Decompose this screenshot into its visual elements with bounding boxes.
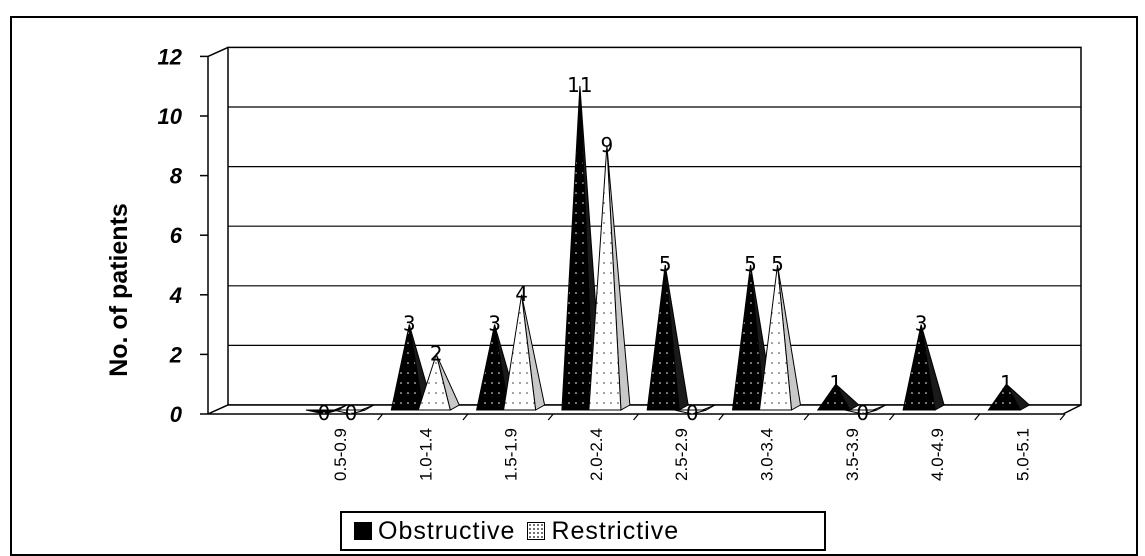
bar-obstructive xyxy=(646,264,689,411)
data-label: 11 xyxy=(567,73,592,97)
data-label: 4 xyxy=(515,282,528,306)
data-label: 5 xyxy=(659,252,672,276)
x-tick-label: 1.5-1.9 xyxy=(502,428,521,481)
x-tick-label: 5.0-5.1 xyxy=(1013,428,1032,481)
x-tick xyxy=(462,413,469,421)
legend-swatch-restrictive xyxy=(527,522,546,540)
bar-obstructive xyxy=(902,324,945,411)
x-tick-label: 3.0-3.4 xyxy=(758,428,777,481)
legend-swatch-obstructive xyxy=(354,522,372,540)
data-label: 2 xyxy=(430,341,443,365)
wall-edge-top xyxy=(207,46,229,58)
y-tick-label: 8 xyxy=(170,164,183,189)
bar-restrictive xyxy=(674,404,716,415)
data-label: 5 xyxy=(744,252,757,276)
data-label: 1 xyxy=(1000,371,1013,395)
data-label: 3 xyxy=(915,312,928,336)
data-label: 5 xyxy=(771,252,784,276)
bar-restrictive xyxy=(844,404,887,415)
bar-restrictive xyxy=(588,145,631,411)
data-label: 9 xyxy=(601,133,614,157)
y-tick-label: 12 xyxy=(158,44,183,69)
legend: Obstructive Restrictive xyxy=(340,511,826,551)
x-tick-label: 3.5-3.9 xyxy=(843,428,862,481)
data-label: 0 xyxy=(318,401,331,425)
x-tick xyxy=(803,413,810,421)
bar-obstructive xyxy=(816,383,860,411)
legend-label-obstructive: Obstructive xyxy=(378,516,516,545)
data-label: 0 xyxy=(345,401,358,425)
y-axis-title: No. of patients xyxy=(105,203,133,377)
bar-restrictive xyxy=(758,264,802,411)
x-tick xyxy=(974,413,981,421)
y-tick-label: 10 xyxy=(158,104,183,129)
bar-restrictive xyxy=(332,404,375,415)
x-tick xyxy=(718,413,725,421)
y-tick-label: 2 xyxy=(169,342,183,367)
x-tick xyxy=(1059,413,1066,421)
y-tick-label: 4 xyxy=(169,283,182,308)
x-tick-label: 2.0-2.4 xyxy=(587,428,606,481)
bar-restrictive xyxy=(417,352,460,411)
y-tick-label: 0 xyxy=(170,402,183,427)
data-label: 0 xyxy=(856,401,869,425)
x-tick-label: 0.5-0.9 xyxy=(331,428,350,481)
data-label: 3 xyxy=(488,312,501,336)
legend-label-restrictive: Restrictive xyxy=(551,516,680,545)
bar-restrictive xyxy=(503,294,546,411)
data-label: 3 xyxy=(403,312,416,336)
x-tick xyxy=(377,413,384,421)
x-tick xyxy=(888,413,895,421)
bar-obstructive xyxy=(987,383,1031,411)
x-tick-label: 2.5-2.9 xyxy=(672,428,691,481)
x-tick-label: 1.0-1.4 xyxy=(416,428,435,481)
data-label: 0 xyxy=(686,401,699,425)
x-tick xyxy=(633,413,640,421)
x-tick-label: 4.0-4.9 xyxy=(928,428,947,481)
data-label: 1 xyxy=(829,371,842,395)
x-tick xyxy=(547,413,554,421)
y-tick-label: 6 xyxy=(170,223,183,248)
